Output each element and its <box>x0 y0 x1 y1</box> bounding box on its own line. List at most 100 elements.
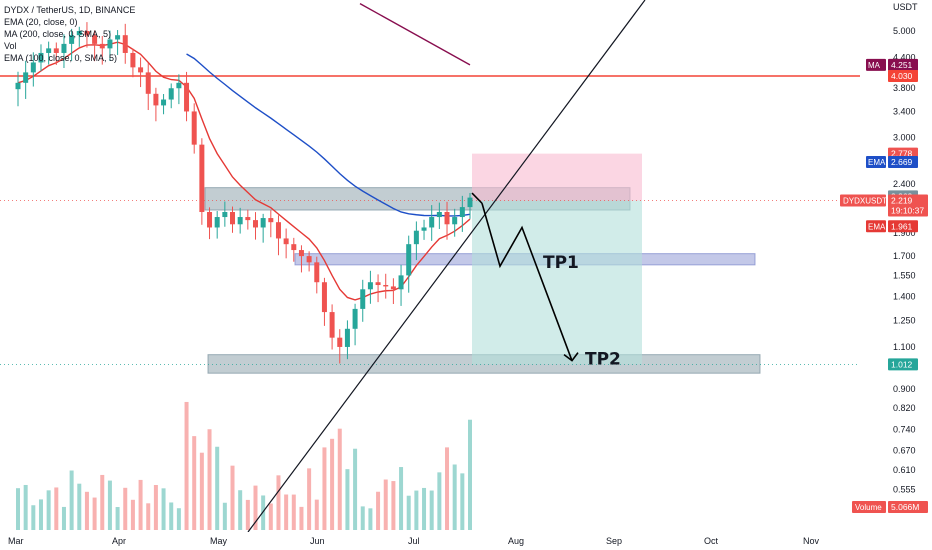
price-tick: 1.250 <box>893 315 916 325</box>
price-tick: 0.610 <box>893 465 916 475</box>
volume-bar <box>69 470 74 530</box>
volume-bar <box>238 490 243 530</box>
last-price-badge <box>888 194 928 217</box>
candle-body <box>168 88 174 100</box>
volume-bar <box>291 494 296 530</box>
volume-value: 5.066M <box>891 502 919 512</box>
volume-bar <box>31 505 36 530</box>
ema20-tag <box>866 220 886 233</box>
target-badge <box>888 358 918 371</box>
volume-bar <box>123 487 128 530</box>
volume-bar <box>406 495 411 530</box>
symbol-title[interactable]: DYDX / TetherUS, 1D, BINANCE <box>4 5 136 15</box>
indicator-ema20[interactable]: EMA (20, close, 0) <box>4 17 78 27</box>
target-value: 1.012 <box>891 359 913 369</box>
candle-body <box>222 212 228 218</box>
candle-body <box>69 35 75 44</box>
volume-bar <box>153 485 158 530</box>
candle-body <box>122 35 128 53</box>
price-tick: 1.100 <box>893 342 916 352</box>
candle-body <box>444 212 450 225</box>
time-axis: Mar Apr May Jun Jul Aug Sep Oct Nov <box>0 532 860 550</box>
candle-body <box>260 218 266 228</box>
projection-arrowhead <box>563 352 579 362</box>
volume-bar <box>429 490 434 530</box>
ema100-badge <box>888 155 918 168</box>
candle-body <box>176 82 182 89</box>
volume-bar <box>422 487 427 530</box>
candle-body <box>291 244 297 251</box>
volume-bar <box>268 503 273 530</box>
volume-layer <box>16 401 472 530</box>
volume-bar <box>38 499 43 530</box>
time-tick: Sep <box>606 536 622 546</box>
price-tick: 5.000 <box>893 26 916 36</box>
candle-body <box>184 82 190 112</box>
price-tick: 3.800 <box>893 83 916 93</box>
volume-bar <box>92 497 97 530</box>
ema20-value: 1.961 <box>891 221 913 231</box>
volume-bar <box>284 494 289 530</box>
price-tick: 1.400 <box>893 292 916 302</box>
volume-bar <box>345 469 350 530</box>
trend-line <box>247 0 646 533</box>
volume-bar <box>353 448 358 530</box>
indicator-ma200[interactable]: MA (200, close, 0, SMA, 5) <box>4 29 112 39</box>
price-tick: 0.820 <box>893 403 916 413</box>
volume-bar <box>261 495 266 530</box>
volume-bar <box>61 506 66 530</box>
annotations-layer: TP1 TP2 <box>247 0 646 533</box>
candle-body <box>92 35 98 44</box>
price-tick: 3.400 <box>893 106 916 116</box>
volume-bar <box>184 401 189 530</box>
candle-body <box>46 48 52 53</box>
candle-body <box>38 52 44 63</box>
candle-body <box>191 111 197 145</box>
price-tick: 4.400 <box>893 53 916 63</box>
time-tick: Mar <box>8 536 24 546</box>
volume-tag-label: Volume <box>855 503 882 512</box>
price-tick: 3.000 <box>893 133 916 143</box>
volume-bar <box>169 502 174 530</box>
ema100-value: 2.669 <box>891 157 913 167</box>
ema20-line <box>17 41 471 301</box>
price-tick: 1.550 <box>893 270 916 280</box>
volume-bar <box>54 487 59 530</box>
volume-bar <box>322 447 327 530</box>
stop-loss-box <box>472 153 642 201</box>
volume-bar <box>100 474 105 530</box>
time-tick: Nov <box>803 536 820 546</box>
volume-bar <box>130 499 135 530</box>
candle-body <box>383 285 389 287</box>
volume-bar <box>460 473 465 530</box>
indicator-ema100[interactable]: EMA (100, close, 0, SMA, 5) <box>4 53 118 63</box>
candle-body <box>459 207 465 218</box>
price-axis-bg <box>860 0 932 550</box>
candle-body <box>314 262 320 283</box>
price-axis: USDT5.0004.4003.8003.4003.0002.4001.9001… <box>840 0 932 550</box>
indicator-vol[interactable]: Vol <box>4 41 17 51</box>
volume-bar <box>337 428 342 530</box>
indicator-lines-layer <box>17 3 471 301</box>
candle-body <box>375 282 381 286</box>
volume-bar <box>46 490 51 530</box>
candle-body <box>53 48 59 53</box>
candle-body <box>344 328 350 347</box>
candle-body <box>390 286 396 290</box>
volume-bar <box>161 488 166 530</box>
candle-body <box>199 144 205 213</box>
ma200-tag <box>866 58 886 71</box>
axis-unit-label: USDT <box>893 2 918 12</box>
last-price-value: 2.219 <box>891 196 913 206</box>
ema20-badge <box>888 220 918 233</box>
candle-body <box>161 99 167 106</box>
volume-bar <box>376 491 381 530</box>
stop-value: 2.778 <box>891 149 913 159</box>
price-tick: 1.700 <box>893 251 916 261</box>
resistance-badge <box>888 69 918 82</box>
time-tick: May <box>210 536 228 546</box>
volume-bar <box>199 452 204 530</box>
volume-bar <box>222 502 227 530</box>
candle-body <box>275 222 281 239</box>
